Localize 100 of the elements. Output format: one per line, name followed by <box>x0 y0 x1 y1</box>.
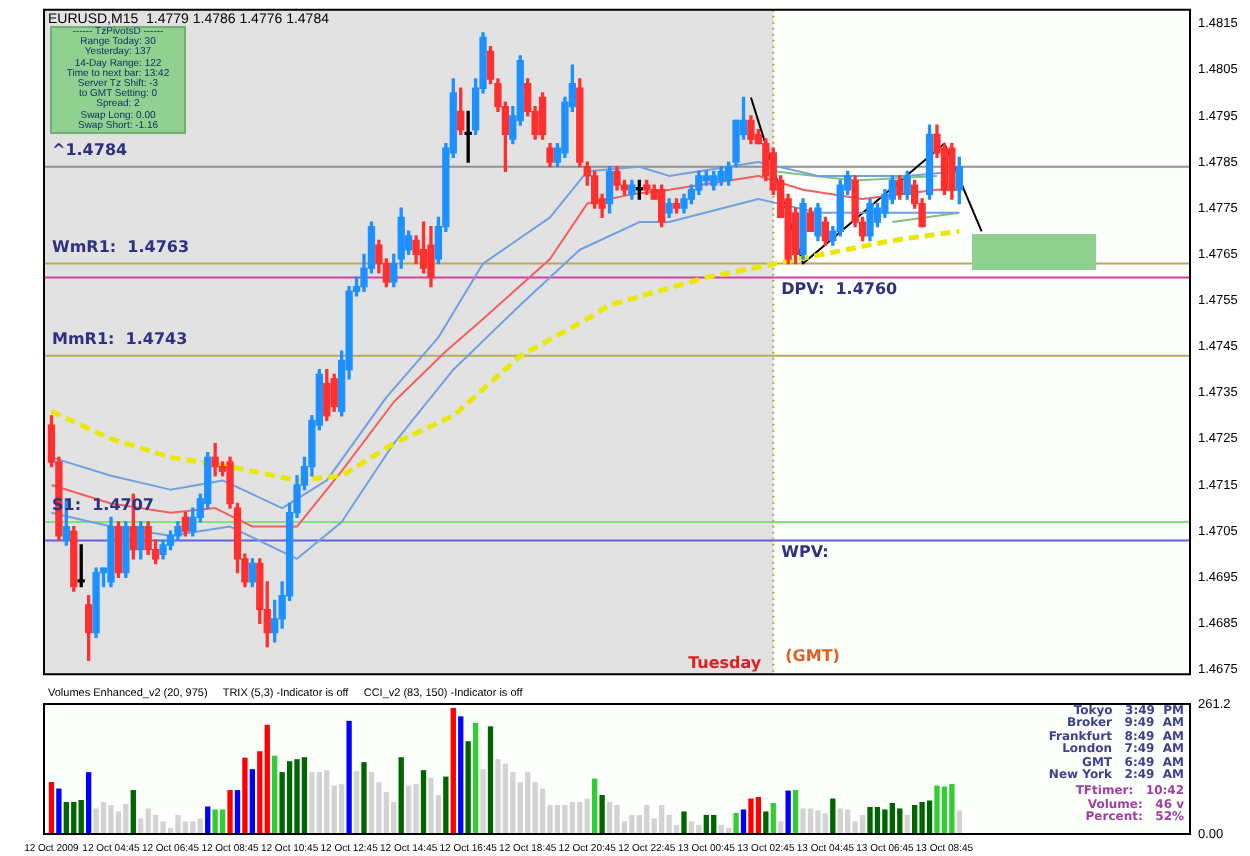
bar <box>458 716 464 834</box>
bar <box>644 804 650 834</box>
bar <box>688 821 695 834</box>
bar <box>108 804 114 834</box>
ref-line-label: MmR1: 1.4743 <box>52 330 188 348</box>
bar <box>160 821 166 834</box>
bar <box>316 772 322 834</box>
ref-line-label: Tuesday <box>688 654 763 673</box>
bar <box>889 802 895 834</box>
bar <box>182 821 189 834</box>
bar <box>56 788 62 834</box>
bar <box>78 799 84 834</box>
bar <box>629 814 635 834</box>
bar <box>584 798 590 834</box>
bar <box>569 801 576 834</box>
bar <box>592 778 598 834</box>
bar <box>272 755 278 834</box>
bar <box>867 806 873 834</box>
bar <box>554 804 561 834</box>
bar <box>606 801 613 834</box>
bar <box>63 801 69 834</box>
bar <box>912 804 918 834</box>
bar <box>190 821 196 834</box>
bar <box>450 707 456 834</box>
bar <box>807 808 814 834</box>
bar <box>205 806 211 834</box>
bar <box>874 806 881 834</box>
bar <box>562 804 568 834</box>
bar <box>227 790 233 834</box>
bar <box>778 821 784 834</box>
bar <box>413 784 419 834</box>
bar <box>897 808 903 834</box>
bar <box>286 761 293 834</box>
bar <box>324 770 330 834</box>
bar <box>100 801 107 834</box>
bar <box>770 802 776 834</box>
bar <box>353 771 360 834</box>
bar <box>539 788 546 834</box>
bar <box>792 790 799 834</box>
bar <box>480 769 486 834</box>
ref-line-label: WPV: <box>781 542 829 561</box>
bar <box>822 813 829 834</box>
bar <box>85 772 92 834</box>
bar <box>941 786 948 834</box>
bar <box>599 795 605 834</box>
bar <box>115 811 122 834</box>
bar <box>733 812 739 834</box>
bar <box>495 759 501 834</box>
bar <box>577 801 583 834</box>
ref-line-label: DPV: 1.4760 <box>781 279 899 298</box>
bar <box>48 782 55 834</box>
bar <box>443 776 449 834</box>
bar <box>249 769 256 834</box>
bar <box>487 726 494 834</box>
bar <box>361 762 367 834</box>
bar <box>658 804 665 834</box>
bar <box>294 759 300 834</box>
bar <box>800 808 806 834</box>
bar <box>234 790 241 834</box>
bar <box>837 808 843 834</box>
bar <box>763 811 769 834</box>
bar <box>145 808 151 834</box>
bar <box>525 772 531 834</box>
bar <box>405 785 412 834</box>
bar <box>398 757 404 834</box>
bar <box>175 814 181 834</box>
bar <box>934 785 940 834</box>
bar <box>368 772 375 834</box>
ref-line-label: WmR1: 1.4763 <box>52 237 190 256</box>
bar <box>472 722 479 834</box>
bar <box>130 790 136 834</box>
bar <box>510 772 516 834</box>
bar <box>465 741 471 834</box>
bar <box>428 777 434 834</box>
bar <box>748 798 754 834</box>
bar <box>926 800 933 834</box>
annotation: (GMT) <box>785 647 840 666</box>
bar <box>219 809 226 834</box>
bar <box>919 801 925 834</box>
bar <box>785 790 791 834</box>
bar <box>346 720 352 834</box>
bar <box>882 809 888 834</box>
bar <box>830 798 836 834</box>
bar <box>123 803 129 834</box>
bar <box>956 810 962 834</box>
bar <box>264 724 270 834</box>
bar <box>681 811 687 834</box>
bar <box>815 810 821 834</box>
bar <box>197 818 203 834</box>
bar <box>93 808 99 834</box>
bar <box>614 804 620 834</box>
bar <box>420 770 427 834</box>
bar <box>755 797 762 834</box>
ref-line-label: ^1.4784 <box>52 140 129 159</box>
bar <box>502 763 509 834</box>
bar <box>71 801 77 834</box>
bar <box>309 772 315 834</box>
bar <box>339 784 345 834</box>
bar <box>949 784 955 834</box>
bar <box>845 809 851 834</box>
